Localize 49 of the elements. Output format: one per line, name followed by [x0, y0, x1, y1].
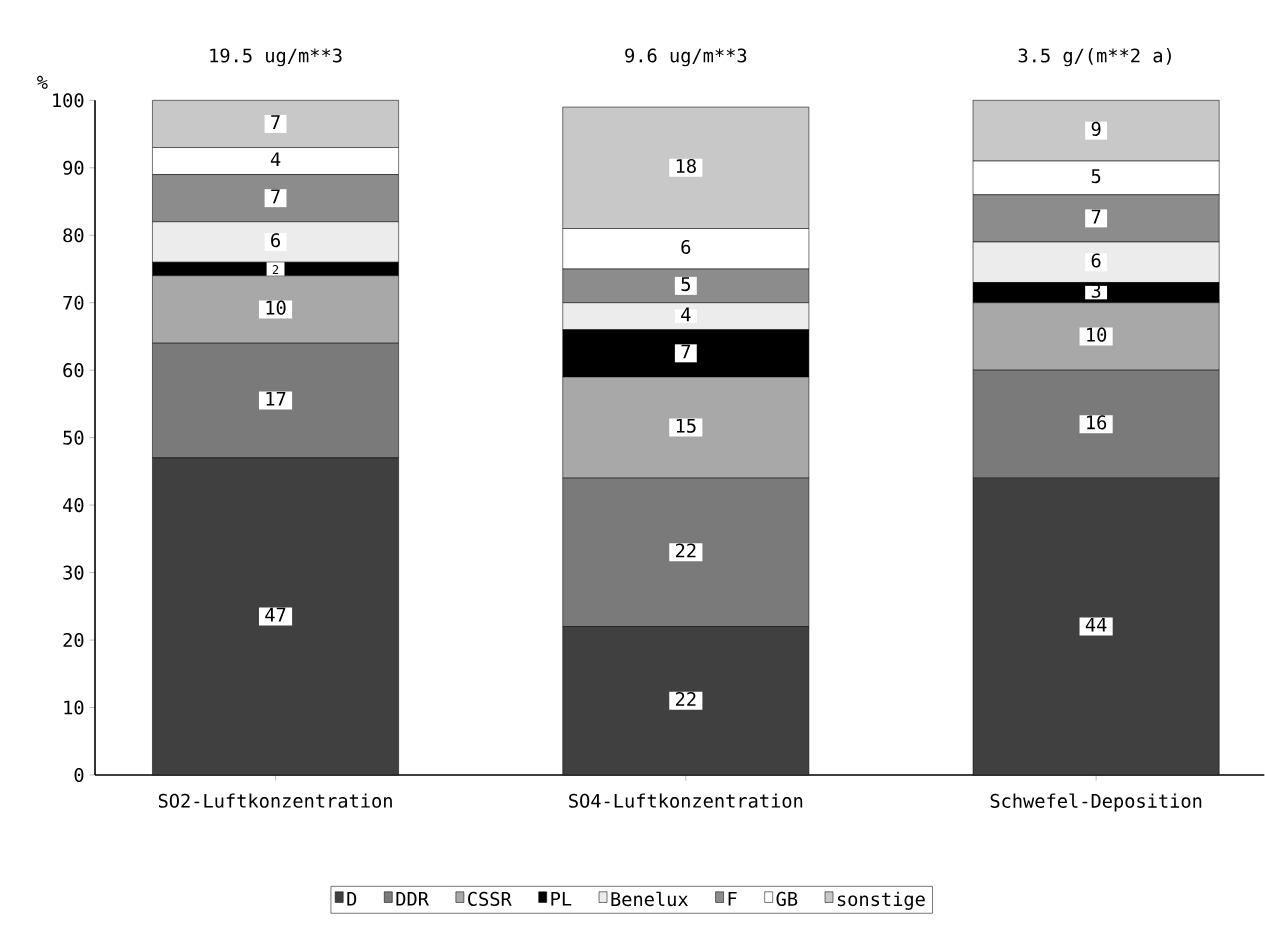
- data-label: 10: [266, 300, 286, 315]
- data-label: 22: [675, 691, 696, 706]
- y-tick-label: 80: [63, 228, 84, 243]
- x-tick-label: SO2-Luftkonzentration: [158, 793, 392, 808]
- data-label: 5: [1091, 169, 1101, 184]
- legend-label: CSSR: [468, 891, 512, 906]
- data-label: 7: [1091, 209, 1101, 224]
- legend-label: Benelux: [611, 891, 688, 907]
- data-label: 16: [1087, 415, 1107, 430]
- data-label: 5: [681, 277, 690, 292]
- data-label: 47: [265, 607, 286, 622]
- y-tick-label: 10: [64, 700, 84, 715]
- data-label: 7: [271, 115, 280, 129]
- y-axis-title: %: [37, 75, 48, 89]
- data-label: 17: [266, 391, 286, 406]
- text: 19.5 ug/m**3: [210, 48, 342, 67]
- data-label: 22: [675, 543, 696, 558]
- data-label: 9: [1091, 121, 1101, 136]
- legend-label: F: [728, 891, 737, 906]
- data-label: 44: [1085, 617, 1107, 632]
- data-label: 4: [270, 152, 281, 167]
- data-label: 10: [1087, 327, 1107, 342]
- y-tick-label: 70: [63, 295, 84, 310]
- y-tick-label: 30: [63, 565, 84, 580]
- y-tick-label: 50: [63, 430, 84, 445]
- data-label: 4: [681, 307, 691, 322]
- legend-label: D: [347, 891, 357, 906]
- data-label: 18: [676, 158, 696, 174]
- legend-label: DDR: [396, 891, 429, 906]
- data-label: 2: [272, 265, 279, 274]
- data-label: 6: [1091, 253, 1101, 268]
- y-tick-label: 100: [53, 93, 84, 108]
- data-label: 6: [681, 239, 691, 255]
- text: 9.6 ug/m**3: [625, 48, 747, 67]
- legend-label: GB: [776, 891, 798, 906]
- legend-label: sonstige: [837, 891, 925, 910]
- data-label: 7: [681, 344, 691, 359]
- legend-label: PL: [551, 891, 572, 906]
- data-label: 15: [676, 418, 696, 433]
- data-label: 7: [271, 189, 280, 204]
- y-tick-label: 40: [63, 498, 84, 513]
- y-tick-label: 60: [63, 363, 84, 378]
- x-tick-label: Schwefel-Deposition: [990, 793, 1202, 812]
- y-tick-label: 0: [74, 767, 84, 783]
- y-tick-label: 20: [63, 632, 84, 648]
- data-label: 6: [271, 233, 280, 248]
- y-tick-label: 90: [63, 160, 84, 175]
- text: 3.5 g/(m**2 a): [1018, 48, 1171, 67]
- x-tick-label: SO4-Luftkonzentration: [569, 793, 803, 808]
